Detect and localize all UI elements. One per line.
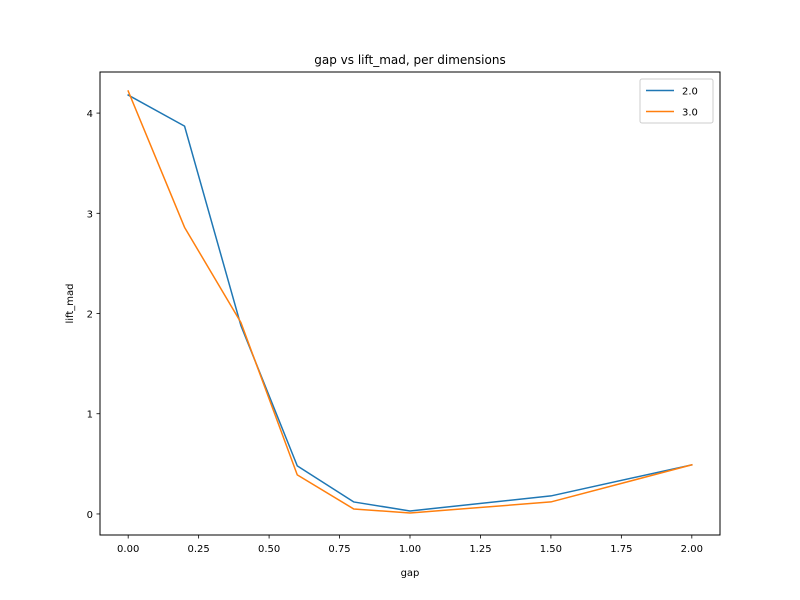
- y-tick-label: 0: [87, 510, 93, 521]
- x-axis-ticks: 0.00 0.25 0.50 0.75 1.00 1.25 1.50 1.75 2.00: [117, 535, 703, 555]
- y-tick-label: 1: [87, 410, 93, 421]
- x-tick-label: 1.75: [610, 544, 632, 555]
- y-tick-label: 4: [87, 109, 93, 120]
- series-line-2-0: [127, 94, 693, 512]
- y-tick-label: 2: [87, 310, 93, 321]
- x-tick-label: 1.00: [399, 544, 421, 555]
- x-tick-label: 0.75: [328, 544, 350, 555]
- x-tick-label: 0.50: [258, 544, 280, 555]
- legend-box: [639, 78, 714, 124]
- legend: 2.0 3.0: [639, 78, 714, 124]
- x-tick-label: 0.25: [188, 544, 210, 555]
- x-tick-label: 2.00: [681, 544, 703, 555]
- x-tick-label: 1.25: [469, 544, 491, 555]
- chart-title: gap vs lift_mad, per dimensions: [314, 53, 505, 67]
- legend-label: 3.0: [682, 108, 698, 119]
- y-axis-ticks: 0 1 2 3 4: [87, 109, 100, 521]
- series-line-3-0: [127, 90, 693, 514]
- legend-label: 2.0: [682, 87, 698, 98]
- y-tick-label: 3: [87, 209, 93, 220]
- series-layer: [127, 90, 693, 514]
- x-tick-label: 0.00: [117, 544, 139, 555]
- y-axis-label: lift_mad: [65, 283, 76, 323]
- x-tick-label: 1.50: [540, 544, 562, 555]
- x-axis-label: gap: [401, 568, 420, 579]
